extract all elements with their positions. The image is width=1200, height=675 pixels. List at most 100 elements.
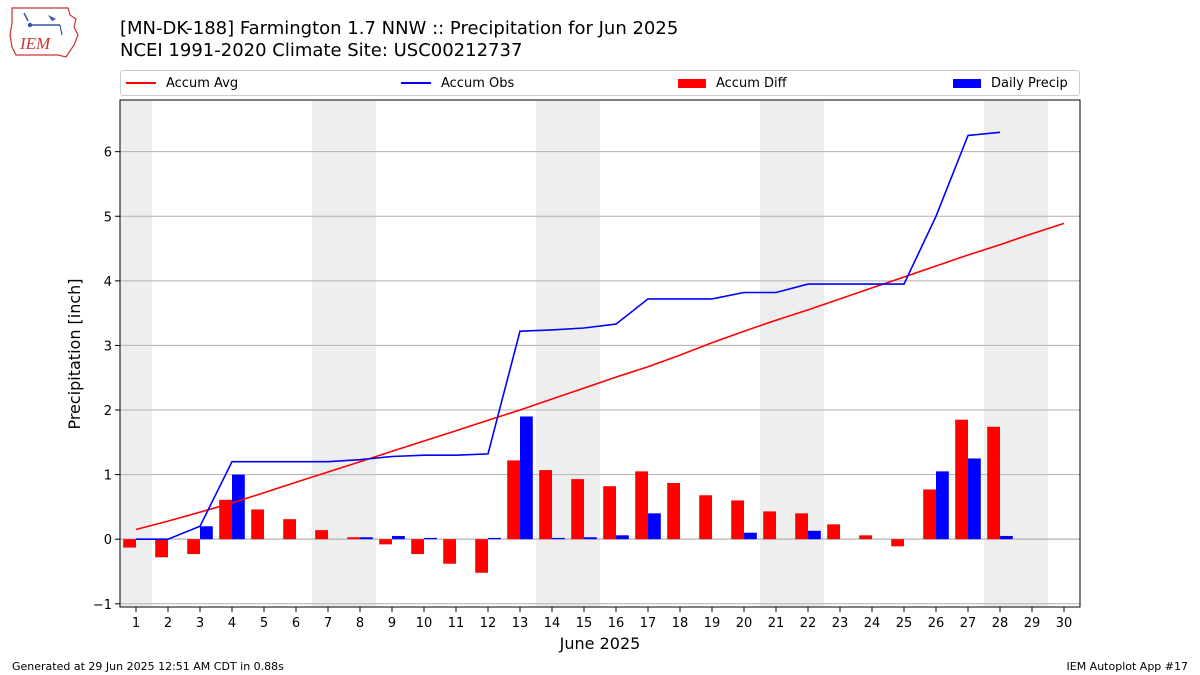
daily-precip-bar <box>744 532 757 540</box>
daily-precip-bar <box>584 537 597 540</box>
accum-diff-bar <box>859 535 872 540</box>
accum-diff-bar <box>443 539 456 564</box>
legend-label-accum-diff: Accum Diff <box>716 75 787 91</box>
x-tick-label: 11 <box>448 616 465 631</box>
accum-diff-bar <box>891 539 904 547</box>
y-tick-label: 3 <box>104 339 112 354</box>
daily-precip-bar <box>1000 535 1013 540</box>
x-tick-label: 4 <box>228 616 236 631</box>
accum-diff-bar <box>635 471 648 540</box>
x-tick-label: 21 <box>768 616 785 631</box>
y-gridlines <box>120 151 1080 605</box>
daily-precip-bar <box>392 535 405 540</box>
x-tick-label: 29 <box>1024 616 1041 631</box>
x-tick-label: 22 <box>800 616 817 631</box>
accum-diff-bar <box>667 482 680 540</box>
x-tick-label: 6 <box>292 616 300 631</box>
accum-diff-bar <box>795 513 808 540</box>
y-axis: −1 0 1 2 3 4 5 6 <box>93 146 120 613</box>
x-tick-label: 14 <box>544 616 561 631</box>
iem-logo: IEM <box>9 7 79 58</box>
logo-text: IEM <box>19 34 51 53</box>
x-tick-label: 13 <box>512 616 529 631</box>
accum-diff-bar <box>219 499 232 540</box>
x-tick-label: 16 <box>608 616 625 631</box>
accum-diff-bar <box>539 470 552 540</box>
accum-diff-bar <box>379 539 392 545</box>
weekend-shade-day-29 <box>1016 100 1048 607</box>
x-tick-label: 7 <box>324 616 332 631</box>
daily-precip-bar <box>232 474 245 540</box>
legend-swatch-accum-obs <box>401 82 431 84</box>
legend-label-accum-obs: Accum Obs <box>441 75 515 91</box>
legend-item-accum-diff: Accum Diff <box>678 71 787 95</box>
weekend-shade-day-1 <box>120 100 152 607</box>
legend-label-accum-avg: Accum Avg <box>166 75 239 91</box>
x-tick-label: 30 <box>1056 616 1073 631</box>
accum-diff-bar <box>283 519 296 540</box>
daily-precip-bar <box>360 537 373 540</box>
x-tick-label: 27 <box>960 616 977 631</box>
x-axis-label: June 2025 <box>559 634 641 653</box>
x-tick-label: 26 <box>928 616 945 631</box>
y-tick-label: 2 <box>104 404 112 419</box>
daily-precip-bar <box>968 458 981 540</box>
x-tick-label: 23 <box>832 616 849 631</box>
x-tick-label: 19 <box>704 616 721 631</box>
daily-precip-bar <box>616 535 629 540</box>
y-tick-label: 5 <box>104 210 112 225</box>
accum-diff-bar <box>347 537 360 540</box>
daily-precip-bar <box>424 537 437 540</box>
x-axis: 1 2 3 4 5 6 7 8 9 10 11 12 13 14 15 16 17 18 19 20 21 22 23 24 2… <box>132 607 1072 631</box>
y-tick-label: 0 <box>104 533 112 548</box>
legend-item-daily-precip: Daily Precip <box>953 71 1068 95</box>
accum-diff-bar <box>923 489 936 540</box>
x-tick-label: 15 <box>576 616 593 631</box>
accum-diff-bar <box>731 500 744 540</box>
accum-lines <box>135 131 1065 541</box>
x-tick-label: 8 <box>356 616 364 631</box>
legend-item-accum-obs: Accum Obs <box>401 71 514 95</box>
legend-swatch-accum-avg <box>126 82 156 84</box>
x-tick-label: 24 <box>864 616 881 631</box>
x-tick-label: 1 <box>132 616 140 631</box>
x-tick-label: 10 <box>416 616 433 631</box>
accum-diff-bar <box>507 460 520 540</box>
legend-swatch-daily-precip <box>953 78 981 88</box>
accum-diff-bar <box>411 539 424 555</box>
accum-diff-bar <box>987 426 1000 540</box>
accum-diff-bar <box>475 539 488 573</box>
x-tick-label: 2 <box>164 616 172 631</box>
chart-title-line1: [MN-DK-188] Farmington 1.7 NNW :: Precip… <box>120 18 679 39</box>
weekend-shade-day-7 <box>312 100 344 607</box>
chart-legend: Accum Avg Accum Obs Accum Diff Daily Pre… <box>120 70 1080 96</box>
x-tick-label: 17 <box>640 616 657 631</box>
legend-item-accum-avg: Accum Avg <box>126 71 238 95</box>
accum-diff-bar <box>699 495 712 540</box>
daily-precip-bars <box>200 416 1013 540</box>
daily-precip-bar <box>200 526 213 540</box>
y-tick-label: 1 <box>104 469 112 484</box>
accum-diff-bar <box>251 509 264 540</box>
x-tick-label: 3 <box>196 616 204 631</box>
daily-precip-bar <box>552 537 565 540</box>
accum-diff-bar <box>187 539 200 555</box>
y-tick-label: 4 <box>104 275 112 290</box>
daily-precip-bar <box>488 537 501 540</box>
x-tick-label: 9 <box>388 616 396 631</box>
legend-label-daily-precip: Daily Precip <box>991 75 1068 91</box>
accum-diff-bar <box>571 479 584 540</box>
accum-diff-bars <box>123 419 1000 573</box>
daily-precip-bar <box>936 471 949 540</box>
x-tick-label: 18 <box>672 616 689 631</box>
legend-swatch-accum-diff <box>678 78 706 88</box>
x-tick-label: 12 <box>480 616 497 631</box>
accum-diff-bar <box>955 419 968 540</box>
chart-title: [MN-DK-188] Farmington 1.7 NNW :: Precip… <box>120 18 678 62</box>
accum-obs-line <box>136 131 1001 541</box>
weekend-shade-day-8 <box>344 100 376 607</box>
generated-timestamp: Generated at 29 Jun 2025 12:51 AM CDT in… <box>12 660 284 673</box>
accum-diff-bar <box>827 524 840 540</box>
y-tick-label: −1 <box>93 598 112 613</box>
